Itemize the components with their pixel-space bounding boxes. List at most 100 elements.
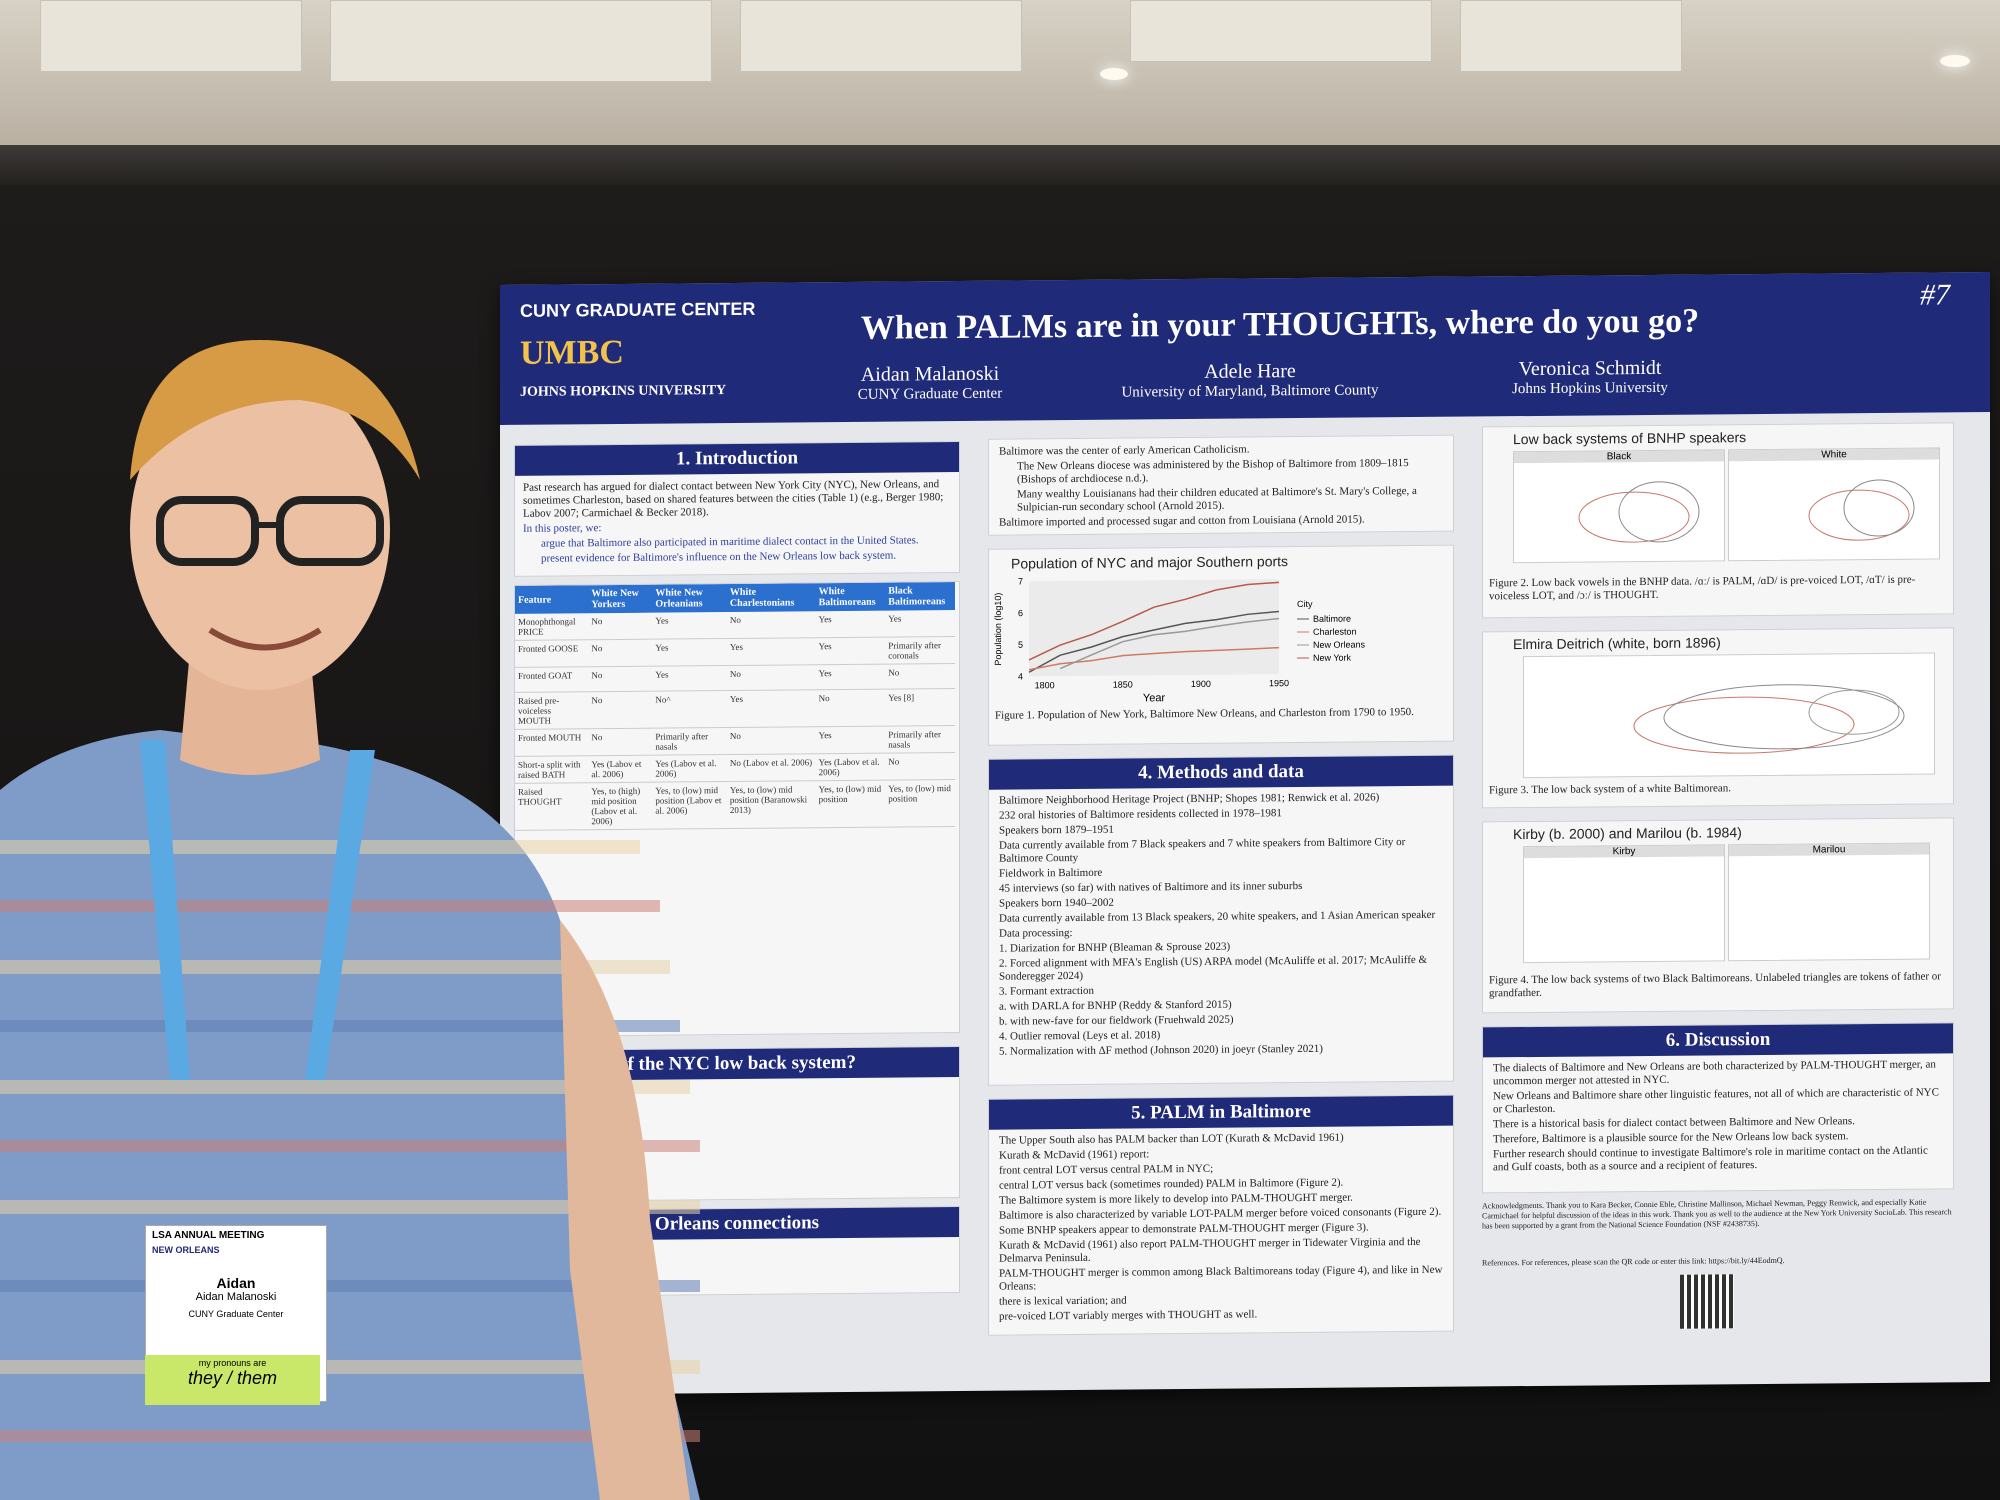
x-tick-label: 1800 [1035,680,1055,690]
bullet: The Baltimore system is more likely to d… [999,1191,1353,1207]
series-line-baltimore [1028,610,1280,673]
arm [560,920,690,1500]
poster-banner: CUNY GRADUATE CENTER UMBC JOHNS HOPKINS … [500,271,1990,425]
acknowledgments: Acknowledgments. Thank you to Kara Becke… [1482,1197,1952,1231]
bullet: Baltimore Neighborhood Heritage Project … [999,791,1380,807]
table-cell: Yes [815,726,886,754]
chart-title: Low back systems of BNHP speakers [1513,429,1747,448]
section-heading: 4. Methods and data [989,755,1453,790]
legend-entry: New York [1313,653,1352,663]
bullet: Baltimore was the center of early Americ… [999,443,1250,458]
chart-title: Elmira Deitrich (white, born 1896) [1513,634,1721,653]
references: References. For references, please scan … [1482,1255,1785,1268]
table-cell: No [726,726,816,755]
qr-code[interactable] [1680,1274,1734,1329]
panel-label: Marilou [1729,843,1929,857]
x-axis-label: Year [1143,692,1166,704]
table-cell: Primarily after nasals [885,725,955,754]
bullet: Some BNHP speakers appear to demonstrate… [999,1221,1369,1237]
table-cell: Yes, to (low) mid position (Baranowski 2… [726,780,816,829]
figure-caption: Figure 3. The low back system of a white… [1489,782,1732,797]
table-cell: Yes, to (low) mid position [815,780,886,828]
bullet: Further research should continue to inve… [1493,1144,1928,1174]
series-line-new-york [1028,581,1280,661]
bullet: Data currently available from 7 Black sp… [999,836,1406,865]
bullet: a. with DARLA for BNHP (Reddy & Stanford… [999,998,1232,1013]
bullet: 5. Normalization with ΔF method (Johnson… [999,1042,1323,1058]
discussion-section: 6. Discussion The dialects of Baltimore … [1482,1022,1954,1194]
bullet: Baltimore imported and processed sugar a… [999,513,1365,529]
author-name: Aidan Malanoski [860,362,1000,386]
y-tick-label: 4 [1018,671,1023,681]
vowel-plot-white: White [1728,447,1940,562]
poster-title: When PALMs are in your THOUGHTs, where d… [860,302,1700,347]
glasses-left-lens [156,496,259,566]
hair [130,340,420,480]
author-name: Veronica Schmidt [1518,356,1662,381]
bullet: The New Orleans diocese was administered… [1017,457,1409,486]
research-poster: CUNY GRADUATE CENTER UMBC JOHNS HOPKINS … [500,271,1990,1396]
bullet: 45 interviews (so far) with natives of B… [999,879,1303,895]
bullet: 3. Formant extraction [999,984,1095,998]
legend-title: City [1297,599,1313,609]
figure-caption: Figure 2. Low back vowels in the BNHP da… [1489,573,1916,603]
x-tick-label: 1900 [1191,679,1211,689]
panel-label: Kirby [1524,845,1724,859]
figure-3: Elmira Deitrich (white, born 1896) Figur… [1482,627,1954,809]
figure-1: Population of NYC and major Southern por… [988,544,1454,746]
author-name: Adele Hare [1204,360,1296,383]
table-header: White Charlestonians [726,583,816,613]
badge-city: NEW ORLEANS [152,1245,220,1255]
x-tick-label: 1850 [1113,679,1133,689]
author-1: Aidan Malanoski CUNY Graduate Center [750,362,1110,405]
series-line-charleston [1028,646,1280,671]
bullet: 2. Forced alignment with MFA's English (… [999,953,1428,983]
legend-entry: New Orleans [1313,639,1366,649]
table-cell: No (Labov et al. 2006) [726,753,816,782]
smile [208,627,322,651]
table-header: Black Baltimoreans [885,582,955,611]
figure-2: Low back systems of BNHP speakers Black … [1482,422,1954,619]
lanyard-right [305,750,375,1080]
vowel-plot [1523,652,1935,779]
legend-entry: Charleston [1313,627,1357,637]
bullet: Baltimore is also characterized by varia… [999,1205,1442,1222]
population-line-chart: 1800 1850 1900 1950 4 5 6 7 Year Population (log1… [993,576,1366,704]
poster-number: #7 [1920,278,1950,312]
vowel-plot-black: Black [1513,449,1725,564]
vowel-plot-marilou: Marilou [1728,842,1930,962]
table-cell: Yes [815,664,886,690]
table-cell: Yes [8] [885,688,955,727]
bullet: Fieldwork in Baltimore [999,866,1103,880]
face [130,370,390,690]
table-cell: No [885,752,955,781]
pronouns: they / them [187,1368,278,1388]
ceiling [0,0,2000,145]
cuny-logo: CUNY GRADUATE CENTER [520,298,756,321]
table-cell: Yes (Labov et al. 2006) [815,753,886,781]
bullet: 232 oral histories of Baltimore resident… [999,807,1282,822]
badge-first-name: Aidan [216,1275,256,1291]
bullet: There is a historical basis for dialect … [1493,1115,1855,1131]
bullet: b. with new-fave for our fieldwork (Frue… [999,1013,1234,1028]
table-cell: Primarily after coronals [885,636,955,665]
presenter-person [0,340,700,1500]
bullet: 4. Outlier removal (Leys et al. 2018) [999,1029,1161,1043]
author-affiliation: University of Maryland, Baltimore County [1121,382,1379,401]
bullet: Kurath & McDavid (1961) report: [999,1148,1150,1162]
table-cell: No [815,689,886,727]
bullet: Many wealthy Louisianans had their child… [1017,484,1417,514]
series-line-new-orleans [1059,617,1280,670]
vowel-ellipses [1808,479,1915,541]
table-cell: Yes [885,610,955,638]
vowel-plot-kirby: Kirby [1523,844,1725,964]
author-3: Veronica Schmidt Johns Hopkins Universit… [1410,356,1770,399]
bullet: central LOT versus back (sometimes round… [999,1176,1344,1192]
bullet: Therefore, Baltimore is a plausible sour… [1493,1130,1849,1146]
badge-conference: LSA ANNUAL MEETING [152,1230,265,1241]
palm-section: 5. PALM in Baltimore The Upper South als… [988,1094,1454,1336]
table-cell: Yes [726,689,816,728]
section-heading: 5. PALM in Baltimore [989,1095,1453,1130]
methods-section: 4. Methods and data Baltimore Neighborho… [988,754,1454,1086]
table-cell: Yes, to (low) mid position [885,779,955,828]
